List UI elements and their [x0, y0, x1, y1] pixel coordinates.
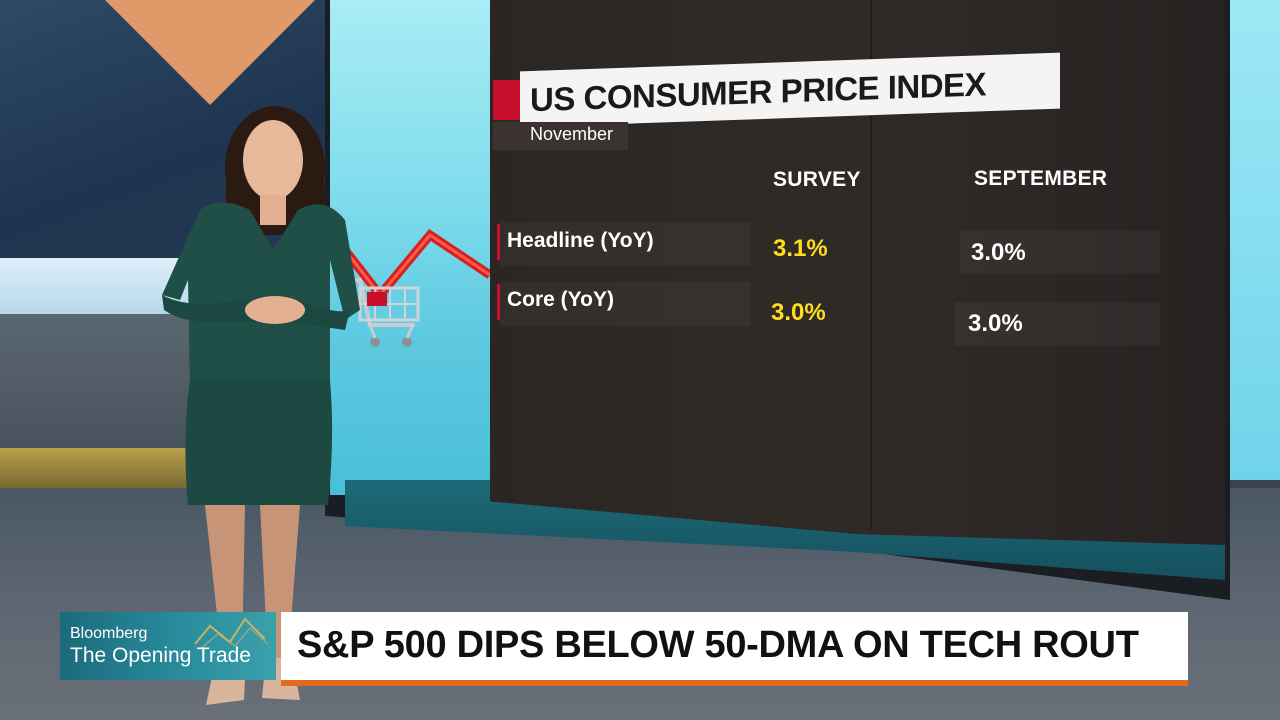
studio-triangle-decor [105, 0, 315, 105]
show-name: The Opening Trade [70, 644, 251, 667]
brand-name: Bloomberg [70, 625, 148, 642]
graphic-subtitle: November [530, 124, 614, 144]
bloomberg-logo-icon [194, 617, 269, 650]
headline-survey-value: 3.1% [773, 235, 828, 262]
row-background [500, 282, 750, 326]
news-headline: S&P 500 DIPS BELOW 50-DMA ON TECH ROUT [297, 624, 1139, 666]
show-brand-box [60, 612, 276, 680]
row-background [500, 222, 750, 266]
headline-september-value: 3.0% [971, 239, 1026, 266]
headline-underline [281, 680, 1188, 686]
core-survey-value: 3.0% [771, 299, 826, 326]
headline-box [281, 612, 1188, 680]
panel-seam [870, 0, 872, 530]
row-label-headline: Headline (YoY) [507, 229, 654, 252]
row-marker [497, 284, 500, 320]
column-header-survey: SURVEY [773, 168, 861, 191]
studio-wall-right [1220, 0, 1280, 480]
trend-line-icon [341, 229, 493, 303]
presenter-figure [162, 106, 360, 705]
row-background [955, 302, 1160, 346]
row-marker [497, 224, 500, 260]
row-label-core: Core (YoY) [507, 288, 614, 311]
column-header-september: SEPTEMBER [974, 167, 1108, 190]
core-september-value: 3.0% [968, 310, 1023, 337]
video-wall-teal-panel [330, 0, 495, 495]
title-accent-bar [493, 80, 523, 120]
subtitle-box [493, 122, 628, 150]
row-background [960, 230, 1160, 274]
